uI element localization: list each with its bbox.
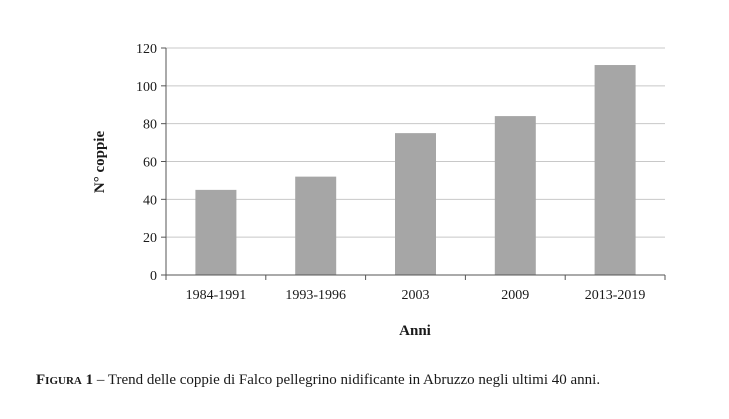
axes (161, 47, 666, 280)
bar (494, 116, 536, 275)
y-tick-labels: 0 20 40 60 80 100 120 (136, 42, 157, 284)
y-tick-label: 60 (143, 156, 157, 171)
bar-chart: 0 20 40 60 80 100 120 1984-1991 1993-1996 2003 20… (92, 42, 666, 339)
caption-label: Figura 1 (36, 372, 94, 388)
y-tick-label: 0 (150, 269, 157, 284)
bar (594, 65, 636, 276)
y-tick-label: 120 (136, 42, 157, 57)
y-tick-label: 20 (143, 231, 157, 246)
x-tick-label: 2003 (402, 288, 430, 303)
figure-caption: Figura 1 – Trend delle coppie di Falco p… (36, 372, 600, 389)
y-tick-label: 40 (143, 193, 157, 208)
bar (195, 189, 237, 275)
x-axis-title: Anni (399, 323, 431, 339)
x-tick-label: 2009 (501, 288, 529, 303)
caption-text: – Trend delle coppie di Falco pellegrino… (93, 372, 601, 388)
bar (395, 133, 436, 275)
x-tick-label: 2013-2019 (585, 288, 646, 303)
y-tick-label: 100 (136, 80, 157, 95)
x-tick-label: 1984-1991 (186, 288, 247, 303)
y-tick-label: 80 (143, 118, 157, 133)
bar (295, 176, 337, 275)
y-axis-title: N° coppie (92, 131, 108, 194)
x-tick-labels: 1984-1991 1993-1996 2003 2009 2013-2019 (186, 288, 646, 303)
bars (195, 65, 636, 276)
x-tick-label: 1993-1996 (285, 288, 346, 303)
